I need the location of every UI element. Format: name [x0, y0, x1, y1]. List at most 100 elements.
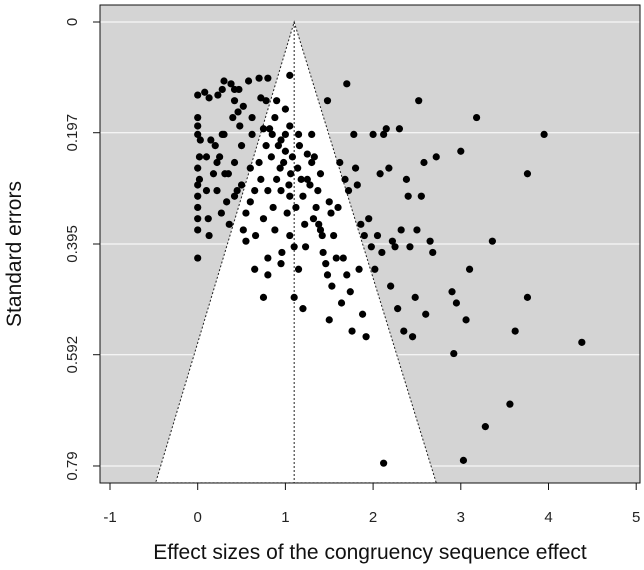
- data-point: [227, 80, 235, 88]
- data-point: [286, 192, 294, 200]
- data-point: [339, 254, 347, 262]
- data-point: [465, 265, 474, 273]
- y-axis: 0 0.197 0.395 0.592 0.79: [64, 18, 101, 481]
- data-point: [350, 130, 358, 138]
- data-point: [323, 271, 332, 279]
- data-point: [207, 136, 215, 144]
- funnel-region: [154, 20, 437, 484]
- data-point: [285, 181, 293, 189]
- x-tick-label: -1: [103, 509, 116, 526]
- data-point: [327, 209, 335, 217]
- data-point: [201, 88, 209, 96]
- data-point: [195, 153, 204, 161]
- data-point: [205, 231, 213, 240]
- data-point: [205, 94, 213, 102]
- x-tick-label: 4: [544, 509, 552, 526]
- data-point: [426, 237, 434, 245]
- data-point: [281, 147, 289, 155]
- data-point: [195, 175, 204, 183]
- data-point: [239, 102, 247, 110]
- data-point: [264, 74, 272, 82]
- data-point: [230, 192, 239, 200]
- data-point: [578, 338, 586, 346]
- data-point: [281, 130, 289, 138]
- data-point: [264, 254, 272, 262]
- y-tick-label: 0.79: [64, 451, 81, 480]
- data-point: [394, 305, 402, 313]
- data-point: [343, 271, 351, 279]
- data-point: [334, 203, 342, 212]
- data-point: [194, 203, 202, 212]
- data-point: [274, 142, 282, 150]
- data-point: [225, 220, 233, 228]
- data-point: [344, 187, 353, 195]
- data-point: [194, 254, 202, 262]
- data-point: [404, 192, 412, 200]
- data-point: [303, 150, 311, 158]
- data-point: [309, 215, 318, 223]
- data-point: [290, 293, 298, 301]
- data-point: [292, 203, 300, 212]
- data-point: [216, 153, 224, 161]
- data-point: [194, 130, 202, 138]
- data-point: [259, 293, 268, 301]
- data-point: [336, 158, 344, 167]
- data-point: [301, 243, 310, 251]
- x-axis-title: Effect sizes of the congruency sequence …: [153, 541, 587, 564]
- data-point: [290, 243, 298, 251]
- data-point: [297, 175, 305, 183]
- data-point: [281, 105, 289, 113]
- data-point: [328, 282, 336, 290]
- data-point: [400, 327, 408, 335]
- data-point: [294, 164, 302, 172]
- data-point: [332, 254, 340, 262]
- data-point: [422, 310, 430, 318]
- data-point: [230, 158, 239, 167]
- data-point: [262, 97, 270, 105]
- data-point: [237, 181, 246, 189]
- data-point: [450, 349, 458, 358]
- data-point: [362, 333, 370, 341]
- data-point: [295, 142, 304, 150]
- data-point: [259, 125, 268, 133]
- data-point: [325, 198, 333, 206]
- data-point: [268, 130, 276, 138]
- data-point: [371, 265, 379, 273]
- data-point: [218, 85, 226, 94]
- data-point: [376, 170, 384, 178]
- data-point: [417, 192, 425, 200]
- y-tick-label: 0.197: [64, 114, 81, 152]
- data-point: [312, 203, 320, 212]
- data-point: [373, 231, 382, 240]
- data-point: [323, 97, 332, 105]
- data-point: [382, 125, 390, 133]
- data-point: [367, 243, 375, 251]
- data-point: [397, 226, 405, 234]
- data-point: [330, 231, 338, 240]
- x-axis: -1 0 1 2 3 4 5: [103, 482, 640, 526]
- data-point: [341, 175, 349, 183]
- data-point: [259, 215, 268, 223]
- data-point: [211, 142, 219, 150]
- data-point: [204, 215, 212, 223]
- data-point: [286, 231, 294, 240]
- data-point: [299, 305, 307, 313]
- data-point: [294, 265, 303, 273]
- data-point: [322, 260, 330, 268]
- data-point: [406, 243, 414, 251]
- data-point: [506, 400, 514, 408]
- data-point: [288, 153, 297, 161]
- data-point: [287, 170, 295, 178]
- data-point: [239, 226, 247, 234]
- data-point: [278, 248, 286, 257]
- data-point: [357, 220, 365, 228]
- data-point: [310, 153, 318, 161]
- data-point: [235, 85, 243, 94]
- data-point: [251, 187, 259, 195]
- data-point: [286, 71, 294, 79]
- data-point: [267, 153, 275, 161]
- data-point: [459, 456, 468, 464]
- data-point: [388, 237, 396, 245]
- data-point: [271, 226, 279, 234]
- data-point: [411, 293, 419, 301]
